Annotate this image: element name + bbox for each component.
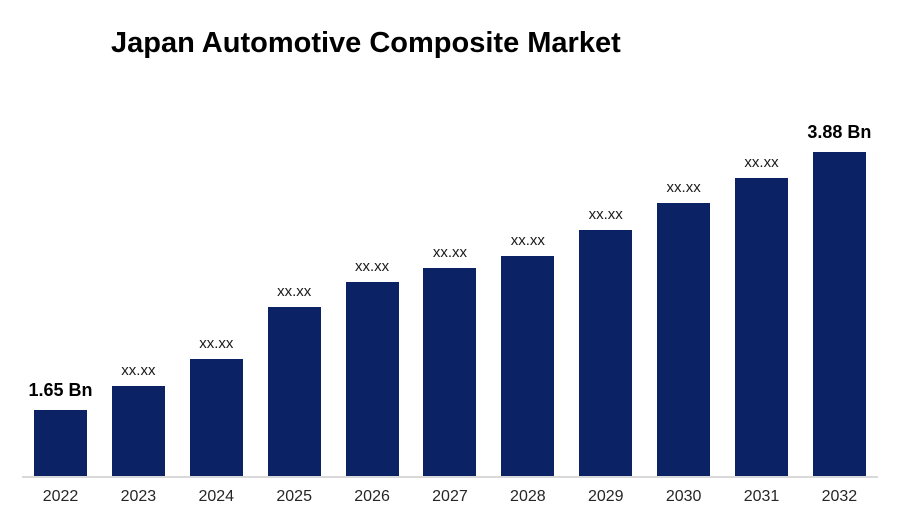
bar-group: xx.xx — [657, 178, 711, 476]
x-axis-line — [22, 476, 878, 478]
x-axis-tick-label: 2027 — [432, 488, 468, 505]
bar-value-label: xx.xx — [277, 282, 312, 300]
bar — [657, 203, 711, 476]
bars-container: 1.65 Bn xx.xx xx.xx xx.xx xx.xx xx.xx xx.xx xx.… — [22, 122, 878, 476]
bar — [735, 178, 789, 476]
bar-value-label: xx.xx — [588, 205, 623, 223]
bar — [189, 359, 243, 476]
x-axis-tick-label: 2025 — [276, 488, 312, 505]
bar — [345, 282, 399, 476]
x-axis-tick-label: 2022 — [42, 488, 79, 505]
bar — [812, 152, 866, 476]
x-axis-labels: 2022 2023 2024 2025 2026 2027 2028 2029 2030 2031… — [22, 488, 878, 506]
chart-title: Japan Automotive Composite Market — [111, 27, 621, 59]
bar-group: xx.xx — [189, 334, 243, 476]
plot-area: 1.65 Bn xx.xx xx.xx xx.xx xx.xx xx.xx xx.xx xx.… — [22, 0, 878, 476]
bar-group: xx.xx — [501, 231, 555, 476]
bar-group: xx.xx — [423, 243, 477, 476]
bar-group: 1.65 Bn — [28, 380, 93, 476]
bar — [267, 307, 321, 476]
bar-value-label: xx.xx — [666, 178, 701, 196]
bar-value-label: xx.xx — [744, 153, 779, 171]
bar — [579, 230, 633, 476]
bar-value-label: 3.88 Bn — [807, 122, 872, 143]
bar-group: xx.xx — [579, 205, 633, 476]
bar-value-label: 1.65 Bn — [28, 380, 93, 401]
x-axis-tick-label: 2028 — [510, 488, 546, 505]
bar-group: xx.xx — [267, 282, 321, 476]
x-axis-tick-label: 2026 — [354, 488, 390, 505]
bar-group: xx.xx — [345, 257, 399, 476]
x-axis-tick-label: 2029 — [587, 488, 624, 505]
bar-value-label: xx.xx — [510, 231, 545, 249]
x-axis-tick-label: 2023 — [120, 488, 157, 505]
bar-group: xx.xx — [735, 153, 789, 476]
bar — [501, 256, 555, 476]
bar — [111, 386, 165, 476]
x-axis-tick-label: 2030 — [665, 488, 702, 505]
bar-group: xx.xx — [111, 361, 165, 476]
bar-value-label: xx.xx — [199, 334, 234, 352]
bar-value-label: xx.xx — [432, 243, 468, 261]
bar — [34, 410, 87, 476]
bar — [423, 268, 477, 476]
bar-group: 3.88 Bn — [807, 122, 871, 476]
bar-value-label: xx.xx — [121, 361, 156, 379]
x-axis-tick-label: 2024 — [198, 488, 235, 505]
x-axis-tick-label: 2032 — [821, 488, 858, 505]
bar-value-label: xx.xx — [354, 257, 390, 275]
x-axis-tick-label: 2031 — [743, 488, 780, 505]
